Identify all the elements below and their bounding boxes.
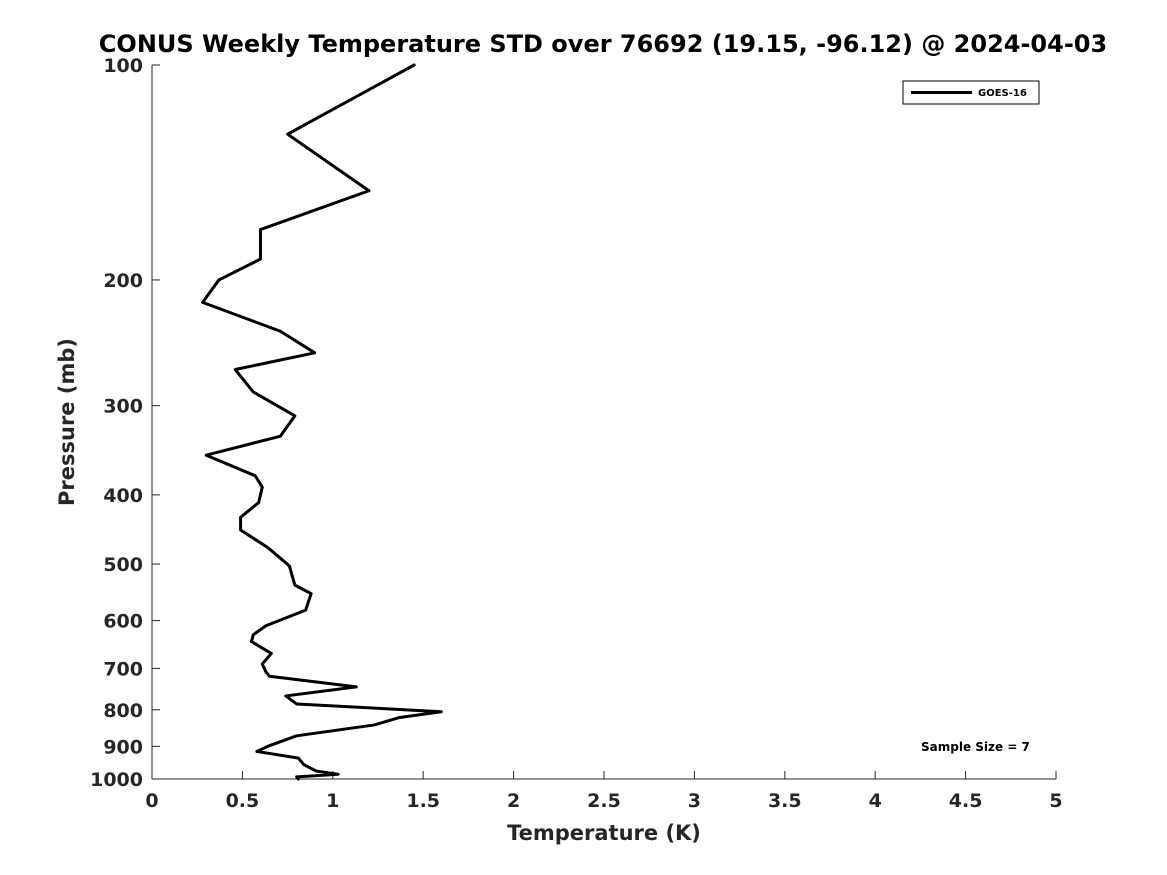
x-tick-label: 0: [145, 790, 158, 812]
y-tick-label: 1000: [90, 769, 143, 791]
x-tick-label: 3: [688, 790, 701, 812]
y-tick-label: 300: [103, 396, 143, 418]
x-tick-label: 4: [869, 790, 882, 812]
x-tick-label: 3.5: [768, 790, 802, 812]
x-tick-label: 5: [1049, 790, 1062, 812]
y-tick-label: 200: [103, 270, 143, 292]
y-tick-label: 500: [103, 554, 143, 576]
y-tick-label: 100: [103, 55, 143, 77]
chart-title: CONUS Weekly Temperature STD over 76692 …: [99, 30, 1107, 58]
x-tick-label: 2.5: [587, 790, 621, 812]
x-tick-label: 1: [326, 790, 339, 812]
x-tick-label: 4.5: [949, 790, 983, 812]
legend: GOES-16: [902, 80, 1040, 105]
sample-size-annotation: Sample Size = 7: [921, 740, 1030, 754]
y-tick-label: 600: [103, 611, 143, 633]
x-axis-ticks: 0 0.5 1 1.5 2 2.5 3 3.5 4 4.5 5: [145, 771, 1063, 812]
x-axis-label: Temperature (K): [507, 821, 701, 845]
x-tick-label: 1.5: [406, 790, 440, 812]
legend-label-goes-16: GOES-16: [978, 88, 1027, 99]
x-tick-label: 2: [507, 790, 520, 812]
x-tick-label: 0.5: [226, 790, 260, 812]
y-tick-label: 700: [103, 658, 143, 680]
series-line-goes-16: [201, 63, 443, 781]
y-tick-label: 800: [103, 700, 143, 722]
y-axis-ticks: 100 200 300 400 500 600 700 800 900 1000: [90, 55, 160, 791]
y-axis-label: Pressure (mb): [55, 338, 79, 506]
y-tick-label: 900: [103, 736, 143, 758]
series-layer: [201, 63, 443, 781]
y-tick-label: 400: [103, 485, 143, 507]
